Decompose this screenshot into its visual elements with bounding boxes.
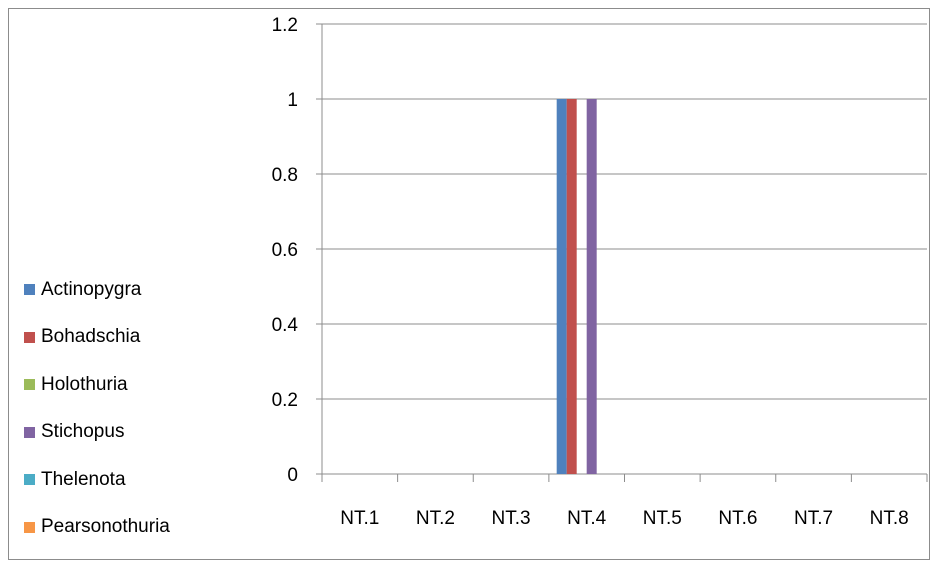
x-tick-label: NT.6 [718, 508, 757, 529]
legend-item: Bohadschia [24, 314, 170, 362]
legend-item: Pearsonothuria [24, 504, 170, 552]
legend-label: Actinopygra [41, 278, 142, 300]
legend-item: Holothuria [24, 361, 170, 409]
legend-swatch [24, 379, 35, 391]
legend-swatch [24, 426, 35, 438]
x-tick-label: NT.7 [794, 508, 833, 529]
legend-swatch [24, 474, 35, 486]
bar-bohadschia [566, 99, 577, 474]
legend-swatch [24, 284, 35, 296]
legend-swatch [24, 331, 35, 343]
y-tick-label: 0.4 [272, 315, 299, 336]
x-tick-label: NT.1 [340, 508, 379, 529]
x-tick-label: NT.3 [492, 508, 531, 529]
bar-stichopus [586, 99, 597, 474]
legend-label: Pearsonothuria [41, 516, 170, 538]
bar-actinopygra [556, 99, 567, 474]
x-tick-label: NT.5 [643, 508, 682, 529]
y-tick-label: 0.2 [272, 390, 298, 411]
y-tick-label: 0 [287, 465, 298, 486]
y-tick-label: 0.8 [272, 165, 298, 186]
chart-frame [8, 8, 930, 560]
legend-item: Actinopygra [24, 266, 170, 314]
chart-legend: Actinopygra Bohadschia Holothuria Stichopus… [24, 266, 170, 551]
x-tick-label: NT.8 [870, 508, 909, 529]
legend-item: Thelenota [24, 456, 170, 504]
legend-item: Stichopus [24, 409, 170, 457]
legend-swatch [24, 521, 35, 533]
legend-label: Bohadschia [41, 326, 141, 348]
y-tick-label: 1.2 [272, 15, 298, 36]
y-tick-label: 0.6 [272, 240, 298, 261]
x-tick-label: NT.2 [416, 508, 455, 529]
x-tick-label: NT.4 [567, 508, 607, 529]
legend-label: Stichopus [41, 421, 125, 443]
y-tick-label: 1 [287, 90, 298, 111]
legend-label: Holothuria [41, 373, 128, 395]
legend-label: Thelenota [41, 468, 126, 490]
